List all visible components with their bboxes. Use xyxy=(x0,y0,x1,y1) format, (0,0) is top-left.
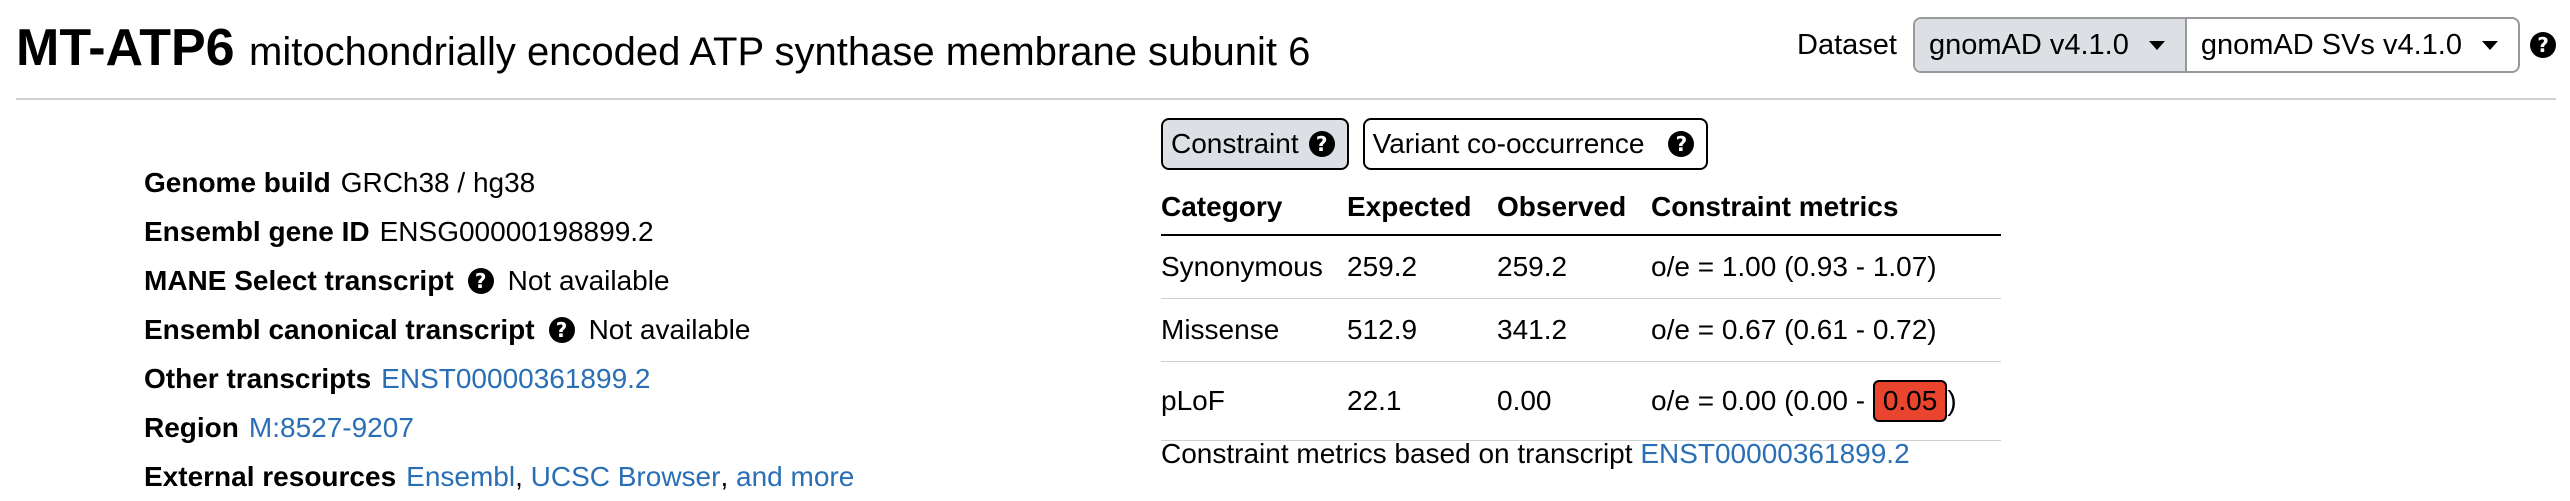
external-resources-label: External resources xyxy=(144,460,397,492)
question-circle-icon[interactable]: ? xyxy=(467,267,494,294)
observed-cell: 259.2 xyxy=(1497,235,1651,299)
genome-build-row: Genome build GRCh38 / hg38 xyxy=(144,158,854,207)
gene-info-panel: Genome build GRCh38 / hg38 Ensembl gene … xyxy=(144,158,854,501)
column-header-constraint-metrics: Constraint metrics xyxy=(1651,180,2001,236)
metric-suffix: ) xyxy=(1947,384,1957,416)
canonical-label: Ensembl canonical transcript xyxy=(144,313,535,345)
question-circle-icon[interactable]: ? xyxy=(2530,32,2556,58)
constraint-table: Category Expected Observed Constraint me… xyxy=(1161,180,2001,441)
more-resources-link[interactable]: and more xyxy=(736,460,855,492)
region-row: Region M:8527-9207 xyxy=(144,403,854,452)
ensembl-id-value: ENSG00000198899.2 xyxy=(379,215,654,247)
upper-bound-flag-badge: 0.05 xyxy=(1872,379,1948,423)
table-row: pLoF 22.1 0.00 o/e = 0.00 (0.00 - 0.05) xyxy=(1161,361,2001,441)
expected-cell: 259.2 xyxy=(1347,235,1497,299)
question-circle-icon[interactable]: ? xyxy=(1668,131,1695,157)
dataset-selector: Dataset gnomAD v4.1.0 gnomAD SVs v4.1.0 … xyxy=(1797,17,2556,73)
mane-label: MANE Select transcript xyxy=(144,264,454,296)
genome-build-value: GRCh38 / hg38 xyxy=(340,166,536,198)
observed-cell: 0.00 xyxy=(1497,361,1651,441)
question-circle-icon[interactable]: ? xyxy=(548,316,575,343)
link-separator: , xyxy=(720,460,729,492)
tab-label: Variant co-occurrence xyxy=(1372,128,1645,159)
mane-row: MANE Select transcript ? Not available xyxy=(144,256,854,305)
expected-cell: 512.9 xyxy=(1347,298,1497,362)
region-link[interactable]: M:8527-9207 xyxy=(248,411,414,443)
table-row: Synonymous 259.2 259.2 o/e = 1.00 (0.93 … xyxy=(1161,235,2001,299)
dataset-option-label: gnomAD v4.1.0 xyxy=(1928,28,2129,61)
page-title: MT-ATP6 mitochondrially encoded ATP synt… xyxy=(16,18,1310,78)
ensembl-link[interactable]: Ensembl xyxy=(406,460,516,492)
category-cell: Synonymous xyxy=(1161,235,1347,299)
metric-cell: o/e = 0.00 (0.00 - 0.05) xyxy=(1651,361,2001,441)
canonical-row: Ensembl canonical transcript ? Not avail… xyxy=(144,305,854,354)
tab-label: Constraint xyxy=(1171,128,1299,159)
constraint-footnote: Constraint metrics based on transcript E… xyxy=(1161,438,1910,470)
gene-symbol: MT-ATP6 xyxy=(16,19,235,77)
tab-constraint[interactable]: Constraint ? xyxy=(1161,118,1349,170)
ensembl-id-row: Ensembl gene ID ENSG00000198899.2 xyxy=(144,207,854,256)
transcript-link[interactable]: ENST00000361899.2 xyxy=(381,362,651,394)
ucsc-browser-link[interactable]: UCSC Browser xyxy=(530,460,721,492)
external-resources-row: External resources Ensembl, UCSC Browser… xyxy=(144,452,854,501)
category-cell: Missense xyxy=(1161,298,1347,362)
mane-value: Not available xyxy=(507,264,670,296)
link-separator: , xyxy=(515,460,523,492)
footnote-transcript-link[interactable]: ENST00000361899.2 xyxy=(1640,438,1910,469)
footnote-text: Constraint metrics based on transcript xyxy=(1161,438,1633,469)
tab-variant-co-occurrence[interactable]: Variant co-occurrence ? xyxy=(1362,118,1709,170)
observed-cell: 341.2 xyxy=(1497,298,1651,362)
chevron-down-icon xyxy=(2482,40,2498,50)
metric-cell: o/e = 0.67 (0.61 - 0.72) xyxy=(1651,298,2001,362)
constraint-tabs: Constraint ? Variant co-occurrence ? xyxy=(1161,118,1722,170)
ensembl-id-label: Ensembl gene ID xyxy=(144,215,370,247)
chevron-down-icon xyxy=(2148,40,2165,50)
metric-prefix: o/e = 0.00 (0.00 - xyxy=(1651,384,1873,416)
table-row: Missense 512.9 341.2 o/e = 0.67 (0.61 - … xyxy=(1161,298,2001,362)
dataset-option-gnomad-v4[interactable]: gnomAD v4.1.0 xyxy=(1914,19,2187,71)
question-circle-icon[interactable]: ? xyxy=(1308,131,1335,157)
other-transcripts-label: Other transcripts xyxy=(144,362,372,394)
dataset-button-group: gnomAD v4.1.0 gnomAD SVs v4.1.0 xyxy=(1912,17,2520,73)
other-transcripts-row: Other transcripts ENST00000361899.2 xyxy=(144,354,854,403)
table-header-row: Category Expected Observed Constraint me… xyxy=(1161,180,2001,236)
dataset-option-gnomad-svs[interactable]: gnomAD SVs v4.1.0 xyxy=(2187,19,2518,71)
expected-cell: 22.1 xyxy=(1347,361,1497,441)
genome-build-label: Genome build xyxy=(144,166,331,198)
page-header: MT-ATP6 mitochondrially encoded ATP synt… xyxy=(16,12,2556,100)
column-header-expected: Expected xyxy=(1347,180,1497,236)
gene-name: mitochondrially encoded ATP synthase mem… xyxy=(249,30,1311,74)
canonical-value: Not available xyxy=(588,313,751,345)
metric-cell: o/e = 1.00 (0.93 - 1.07) xyxy=(1651,235,2001,299)
column-header-category: Category xyxy=(1161,180,1347,236)
column-header-observed: Observed xyxy=(1497,180,1651,236)
region-label: Region xyxy=(144,411,239,443)
category-cell: pLoF xyxy=(1161,361,1347,441)
dataset-option-label: gnomAD SVs v4.1.0 xyxy=(2200,28,2462,61)
dataset-label: Dataset xyxy=(1797,28,1897,61)
